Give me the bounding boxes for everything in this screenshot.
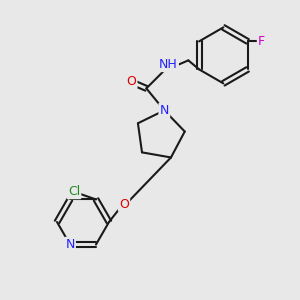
Text: F: F xyxy=(258,35,265,48)
Text: Cl: Cl xyxy=(68,185,80,198)
Text: N: N xyxy=(160,104,169,117)
Text: O: O xyxy=(119,197,129,211)
Text: N: N xyxy=(65,238,75,251)
Text: NH: NH xyxy=(159,58,178,71)
Text: O: O xyxy=(126,75,136,88)
